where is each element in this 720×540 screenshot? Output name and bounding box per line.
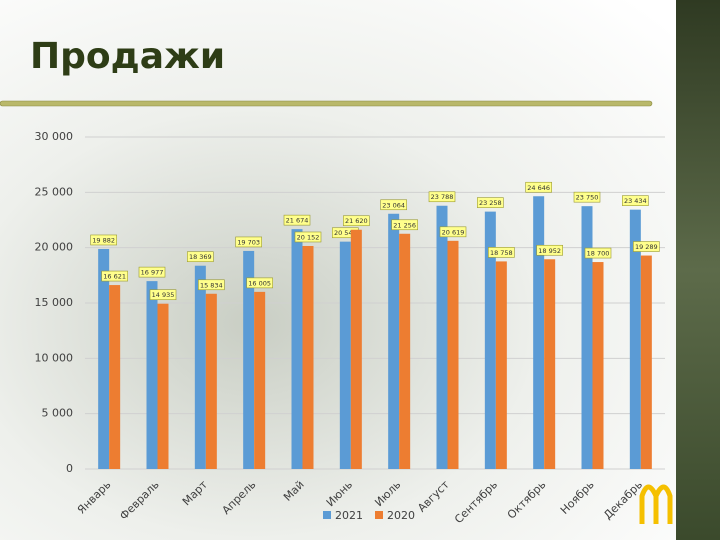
value-label: 19 289 (635, 243, 658, 251)
value-label: 19 703 (237, 238, 260, 246)
side-strip (676, 0, 720, 540)
value-label-box (525, 181, 552, 193)
bar (146, 281, 158, 469)
bar (254, 291, 266, 469)
value-label: 16 621 (103, 273, 126, 281)
slide-title: Продажи (30, 36, 225, 77)
bar (533, 196, 545, 470)
value-label-box (573, 191, 601, 203)
value-label: 20 544 (334, 229, 357, 237)
value-label-box (149, 289, 177, 301)
bar (447, 240, 459, 469)
value-label-box (246, 277, 273, 289)
bar (243, 250, 255, 469)
value-label-box (584, 247, 612, 259)
value-label: 21 674 (286, 217, 309, 225)
value-label: 18 952 (538, 247, 561, 255)
value-label-box (536, 244, 563, 256)
value-label-box (187, 251, 214, 263)
bar (495, 261, 507, 469)
value-label: 18 758 (490, 249, 513, 257)
value-label: 23 788 (431, 193, 454, 201)
value-label-box (90, 234, 117, 246)
value-label: 16 005 (248, 279, 271, 287)
value-label: 20 152 (297, 233, 320, 241)
bar (629, 209, 641, 469)
value-label-box (283, 214, 311, 226)
y-tick-label: 0 (66, 462, 73, 475)
y-tick-label: 25 000 (35, 185, 74, 198)
bar (544, 259, 556, 469)
y-tick-label: 10 000 (35, 351, 74, 364)
value-label-box (439, 226, 467, 238)
value-label: 21 256 (393, 221, 416, 229)
value-label-box (138, 266, 166, 278)
y-tick-label: 20 000 (35, 241, 74, 254)
value-label: 18 700 (587, 250, 610, 258)
value-label-box (391, 219, 418, 231)
bar (109, 285, 121, 469)
title-rule (0, 100, 653, 107)
bar (436, 205, 448, 469)
bar (339, 241, 351, 469)
value-label: 23 750 (576, 194, 599, 202)
value-label-box (428, 191, 456, 203)
value-label: 20 619 (442, 228, 465, 236)
value-label-box (294, 231, 322, 243)
y-tick-label: 15 000 (35, 296, 74, 309)
value-label: 14 935 (152, 291, 175, 299)
logo (639, 484, 673, 524)
bar (640, 255, 652, 469)
value-label-box (488, 247, 515, 258)
bar (592, 262, 604, 469)
bar (350, 229, 362, 469)
bar (205, 293, 217, 469)
value-label: 16 977 (141, 269, 164, 277)
value-label: 23 434 (624, 197, 647, 205)
bar (302, 245, 314, 469)
value-label: 18 369 (189, 253, 212, 261)
value-label: 23 258 (479, 199, 502, 207)
bar (399, 233, 411, 469)
value-label: 24 646 (527, 184, 550, 192)
y-tick-label: 30 000 (35, 130, 74, 143)
value-label-box (380, 199, 407, 211)
legend-swatch (323, 511, 331, 519)
value-label: 23 064 (382, 201, 405, 209)
value-label-box (477, 197, 504, 208)
value-label-box (235, 236, 262, 248)
value-label: 21 620 (345, 217, 368, 225)
bar (388, 213, 400, 469)
legend-label: 2021 (335, 509, 363, 522)
value-label-box (622, 195, 649, 206)
bar (98, 248, 110, 469)
bar (194, 265, 206, 469)
y-tick-label: 5 000 (42, 407, 74, 420)
value-label: 15 834 (200, 281, 223, 289)
legend-label: 2020 (387, 509, 415, 522)
legend-swatch (375, 511, 383, 519)
value-label-box (633, 241, 660, 252)
bar (484, 211, 496, 470)
bar (581, 206, 593, 469)
value-label-box (101, 270, 128, 282)
bar (157, 303, 169, 469)
bar (291, 229, 303, 469)
value-label: 19 882 (92, 236, 115, 244)
value-label-box (343, 215, 370, 227)
value-label-box (198, 279, 225, 291)
